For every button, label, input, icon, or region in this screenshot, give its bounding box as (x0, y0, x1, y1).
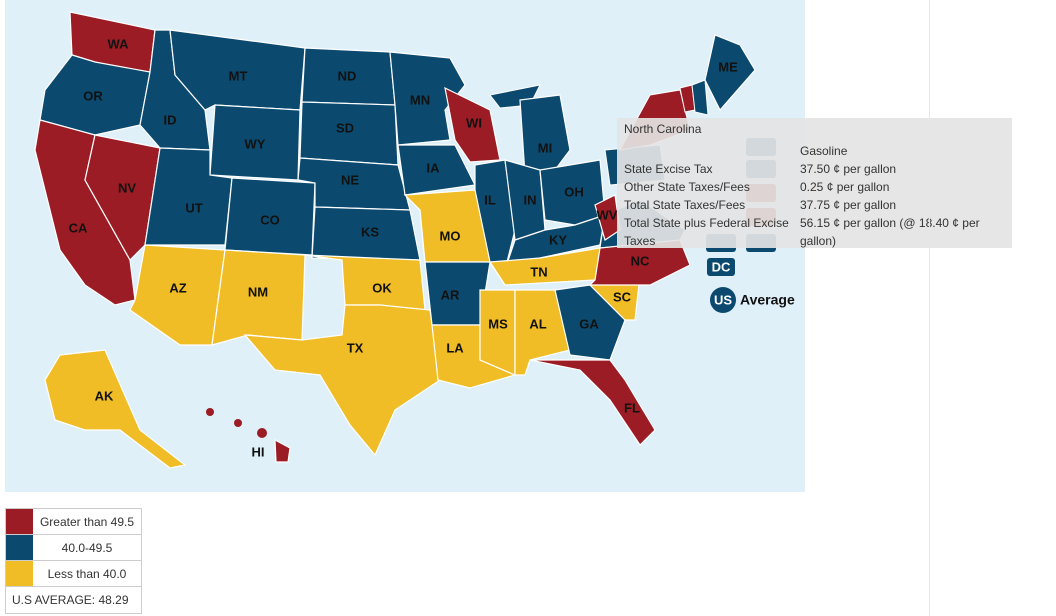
tooltip-table: Gasoline State Excise Tax 37.50 ¢ per gal… (624, 142, 1000, 250)
state-label: NM (248, 284, 268, 299)
state-label: MN (410, 92, 430, 107)
state-label: AZ (169, 280, 186, 295)
dc-label: DC (712, 259, 731, 274)
legend-swatch (6, 561, 33, 586)
state-label: AL (529, 316, 546, 331)
state[interactable] (389, 51, 466, 146)
state-label: OH (564, 184, 584, 199)
us-average-label: Average (740, 292, 795, 308)
state-label: KS (361, 224, 379, 239)
state[interactable] (529, 359, 656, 446)
legend-label: 40.0-49.5 (61, 540, 113, 555)
state[interactable] (44, 349, 187, 469)
state-label: NE (341, 172, 359, 187)
state-label: LA (446, 340, 464, 355)
state[interactable] (554, 284, 626, 361)
tooltip-label: Other State Taxes/Fees (624, 180, 750, 194)
us-label: US (714, 292, 732, 307)
states: WA OR CA NV ID MT WY UT CO AZ NM ND SD NE KS OK TX MN IA MO… (34, 11, 756, 469)
legend-item: Greater than 49.5 (6, 509, 141, 535)
state-label: SD (336, 120, 354, 135)
tooltip-value: 56.15 ¢ per gallon (@ 18.40 ¢ per gallon… (800, 216, 980, 248)
state-label: AR (441, 287, 460, 302)
state-label: WY (245, 136, 266, 151)
state-label: MT (229, 68, 248, 83)
state-label: NC (631, 253, 650, 268)
state-label: IN (524, 192, 537, 207)
legend-average: U.S AVERAGE: 48.29 (12, 593, 129, 607)
state-label: MO (440, 228, 461, 243)
state[interactable] (704, 34, 756, 112)
state-label: IA (427, 160, 441, 175)
state-label: ID (164, 112, 177, 127)
state-label: AK (95, 388, 114, 403)
state[interactable] (84, 134, 161, 261)
state-shape (691, 79, 709, 116)
state[interactable] (444, 86, 501, 163)
tooltip: North Carolina Gasoline State Excise Tax… (617, 118, 1012, 248)
state-island (206, 408, 214, 416)
state-label: CA (69, 220, 88, 235)
us-average-marker[interactable] (710, 287, 736, 313)
state-label: NV (118, 180, 136, 195)
legend: Greater than 49.5 40.0-49.5 Less than 40.0… (5, 508, 142, 614)
state[interactable] (519, 94, 571, 176)
state[interactable] (479, 289, 516, 376)
legend-item: 40.0-49.5 (6, 535, 141, 561)
state-label: MI (538, 140, 552, 155)
tooltip-value: 37.50 ¢ per gallon (800, 162, 897, 176)
state-label: OR (83, 88, 103, 103)
state-label: MS (488, 316, 508, 331)
tooltip-value: 0.25 ¢ per gallon (800, 180, 890, 194)
state-label: WV (597, 207, 618, 222)
state-label: IL (484, 192, 496, 207)
divider (929, 0, 930, 616)
state-label: KY (549, 232, 567, 247)
state-island (234, 419, 242, 427)
dc-marker[interactable] (707, 258, 735, 276)
state-label: WI (466, 115, 482, 130)
tooltip-label: Total State plus Federal Excise Taxes (624, 216, 789, 248)
legend-swatch (6, 535, 33, 560)
state-label: WA (108, 36, 130, 51)
tooltip-value: 37.75 ¢ per gallon (800, 198, 897, 212)
state-label: FL (624, 400, 640, 415)
legend-item: Less than 40.0 (6, 561, 141, 587)
tooltip-label: State Excise Tax (624, 162, 713, 176)
state-label: HI (252, 444, 265, 459)
tooltip-label: Total State Taxes/Fees (624, 198, 746, 212)
state-label: ND (338, 68, 357, 83)
state-label: CO (260, 212, 280, 227)
state[interactable] (274, 438, 291, 463)
legend-swatch (6, 509, 33, 534)
state-label: GA (579, 316, 599, 331)
tooltip-title: North Carolina (624, 122, 702, 136)
state-label: UT (185, 200, 202, 215)
state-label: OK (372, 280, 392, 295)
legend-label: Less than 40.0 (47, 566, 127, 581)
state-label: SC (613, 289, 632, 304)
state-label: TN (530, 264, 547, 279)
state-label: TX (347, 340, 364, 355)
state[interactable] (39, 54, 151, 136)
tooltip-header: Gasoline (800, 144, 848, 158)
legend-label: Greater than 49.5 (39, 514, 135, 529)
state-label: ME (718, 59, 738, 74)
state-island (257, 428, 267, 438)
